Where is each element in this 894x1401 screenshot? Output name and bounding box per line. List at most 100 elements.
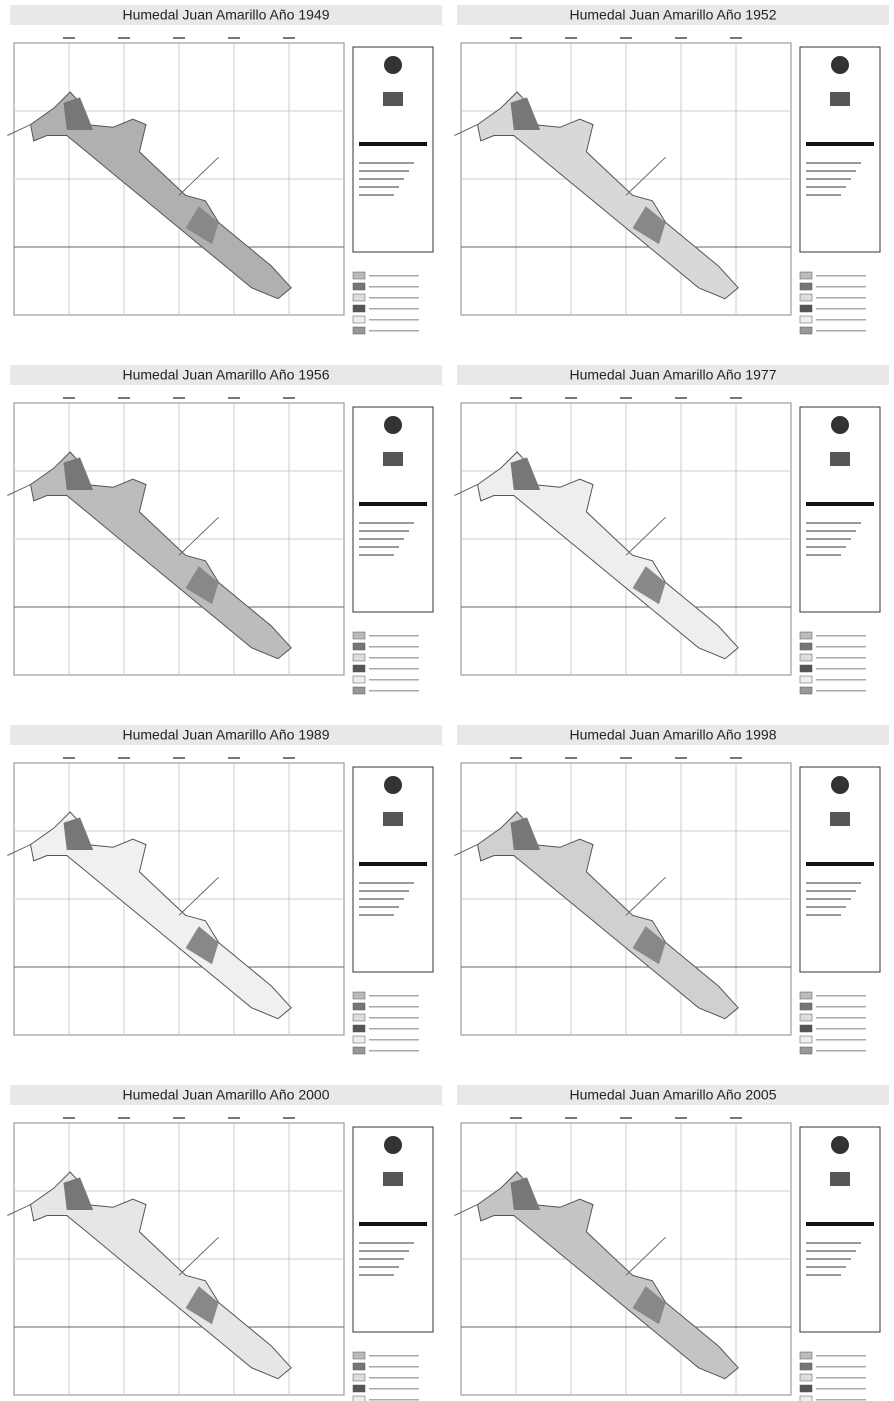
scale-bar [359,142,427,146]
info-line [359,882,414,884]
legend-swatch [799,664,813,673]
legend-swatch [352,1002,366,1011]
cover-patch [63,817,94,850]
scale-tick [565,397,577,399]
info-line [806,1250,856,1252]
legend-swatch [799,1395,813,1401]
wetland-area [29,811,292,1020]
legend-line [369,1377,419,1379]
channel [7,124,219,196]
scale-tick [730,37,742,39]
legend-line [369,679,419,681]
info-line [359,530,409,532]
scale-tick [510,757,522,759]
legend-line [369,297,419,299]
legend-line [816,646,866,648]
legend-swatch [799,675,813,684]
legend-line [369,1355,419,1357]
legend-swatch [352,1384,366,1393]
legend-line [369,1366,419,1368]
legend-swatch [799,282,813,291]
cover-patch [632,926,666,965]
legend-line [816,690,866,692]
legend-swatch [799,1024,813,1033]
legend-swatch [352,1046,366,1055]
scale-tick [63,757,75,759]
logo [830,1172,850,1186]
title-bar [10,365,442,385]
legend-box [799,46,881,253]
emblem [384,1136,402,1154]
legend-swatch [352,293,366,302]
legend-swatch [799,1035,813,1044]
scale-tick [228,37,240,39]
title-bar [457,725,889,745]
legend-line [816,635,866,637]
map-title: Humedal Juan Amarillo Año 1977 [569,367,776,383]
wetland-area [476,811,739,1020]
info-line [359,170,409,172]
legend-swatch [799,1373,813,1382]
info-line [806,890,856,892]
emblem [384,776,402,794]
cover-patch [185,566,219,605]
title-bar [10,1085,442,1105]
scale-tick [730,757,742,759]
legend-line [369,319,419,321]
legend-swatch [352,326,366,335]
scale-tick [283,397,295,399]
legend-swatch [799,1384,813,1393]
legend-swatch [352,664,366,673]
legend-swatch [799,653,813,662]
map-title: Humedal Juan Amarillo Año 2000 [122,1087,329,1103]
scale-tick [675,397,687,399]
emblem [384,56,402,74]
title-bar [457,5,889,25]
info-line [806,194,841,196]
info-line [806,522,861,524]
legend-swatch [799,271,813,280]
cover-patch [63,457,94,490]
legend-swatch [799,326,813,335]
info-line [806,1274,841,1276]
legend-line [369,1388,419,1390]
info-line [806,530,856,532]
title-bar [10,5,442,25]
logo [383,452,403,466]
legend-swatch [799,991,813,1000]
title-bar [10,725,442,745]
legend-line [816,1006,866,1008]
info-line [359,186,399,188]
scale-tick [228,757,240,759]
legend-line [369,690,419,692]
map-panel: Humedal Juan Amarillo Año 1952 [454,5,889,335]
wetland-area [29,451,292,660]
legend-line [816,275,866,277]
scale-tick [620,1117,632,1119]
scale-tick [565,1117,577,1119]
channel [7,484,219,556]
legend-swatch [352,1351,366,1360]
map-title: Humedal Juan Amarillo Año 1956 [122,367,329,383]
legend-swatch [352,642,366,651]
wetland-area [476,1171,739,1380]
scale-tick [675,37,687,39]
scale-tick [228,1117,240,1119]
legend-line [816,995,866,997]
scale-tick [63,397,75,399]
title-bar [457,1085,889,1105]
legend-line [816,657,866,659]
scale-bar [806,1222,874,1226]
info-line [359,1266,399,1268]
legend-line [816,330,866,332]
legend-swatch [352,675,366,684]
channel [454,844,666,916]
logo [830,452,850,466]
scale-tick [118,397,130,399]
info-line [806,882,861,884]
legend-swatch [352,304,366,313]
info-line [806,1258,851,1260]
legend-swatch [799,1002,813,1011]
scale-tick [118,1117,130,1119]
